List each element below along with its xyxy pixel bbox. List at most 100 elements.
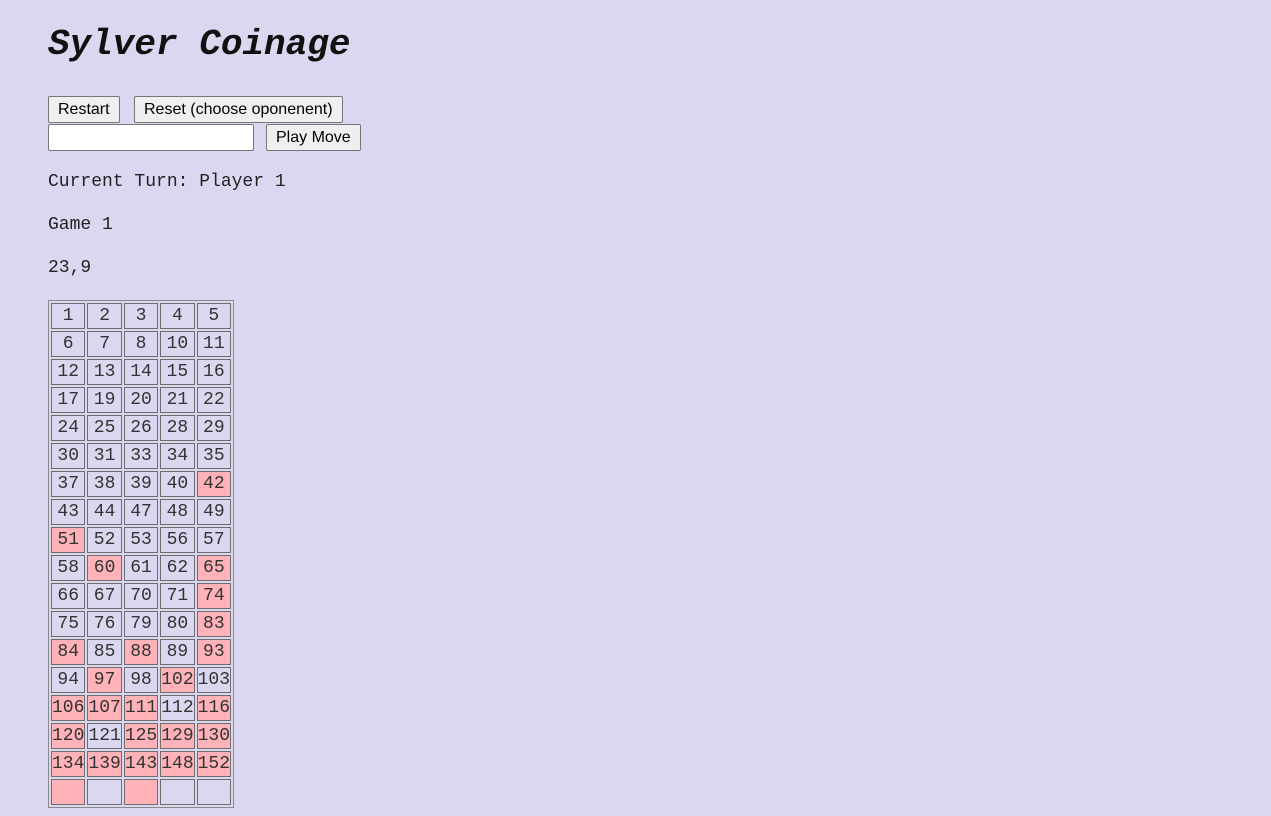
grid-cell[interactable]: 47 [123,499,159,525]
grid-cell[interactable]: 139 [87,751,122,777]
grid-cell[interactable]: 70 [123,583,159,609]
grid-cell[interactable]: 35 [196,443,232,469]
grid-cell[interactable]: 38 [87,471,122,497]
grid-cell[interactable]: 83 [196,611,232,637]
grid-cell[interactable]: 25 [87,415,122,441]
grid-cell[interactable]: 39 [123,471,159,497]
grid-cell[interactable]: 112 [160,695,195,721]
grid-cell[interactable]: 37 [51,471,86,497]
play-move-button[interactable]: Play Move [266,124,361,151]
grid-cell[interactable]: 93 [196,639,232,665]
game-number-text: Game 1 [48,215,113,235]
grid-cell[interactable]: 7 [87,331,122,357]
grid-cell[interactable]: 6 [51,331,86,357]
grid-row: 106 107 111 112 116 [51,695,232,721]
grid-cell[interactable] [160,779,195,805]
grid-cell[interactable]: 143 [123,751,159,777]
grid-cell[interactable]: 11 [196,331,232,357]
grid-cell[interactable]: 120 [51,723,86,749]
grid-cell[interactable]: 43 [51,499,86,525]
grid-cell[interactable]: 106 [51,695,86,721]
grid-cell[interactable]: 10 [160,331,195,357]
grid-row: 75 76 79 80 83 [51,611,232,637]
grid-cell[interactable]: 31 [87,443,122,469]
played-moves-text: 23,9 [48,258,92,278]
grid-cell[interactable]: 111 [123,695,159,721]
grid-cell[interactable]: 58 [51,555,86,581]
grid-cell[interactable]: 75 [51,611,86,637]
grid-cell[interactable]: 19 [87,387,122,413]
grid-cell[interactable]: 8 [123,331,159,357]
grid-cell[interactable]: 26 [123,415,159,441]
grid-cell[interactable]: 71 [160,583,195,609]
grid-cell[interactable]: 116 [196,695,232,721]
grid-cell[interactable]: 66 [51,583,86,609]
grid-cell[interactable]: 15 [160,359,195,385]
grid-cell[interactable]: 152 [196,751,232,777]
grid-cell[interactable]: 61 [123,555,159,581]
reset-button[interactable]: Reset (choose oponenent) [134,96,343,123]
grid-cell[interactable]: 16 [196,359,232,385]
grid-cell[interactable]: 62 [160,555,195,581]
grid-cell[interactable]: 89 [160,639,195,665]
grid-cell[interactable] [196,779,232,805]
grid-cell[interactable]: 24 [51,415,86,441]
grid-cell[interactable]: 52 [87,527,122,553]
grid-cell[interactable]: 65 [196,555,232,581]
grid-cell[interactable]: 57 [196,527,232,553]
grid-cell[interactable]: 33 [123,443,159,469]
grid-cell[interactable]: 134 [51,751,86,777]
grid-cell[interactable]: 12 [51,359,86,385]
grid-row: 84 85 88 89 93 [51,639,232,665]
grid-cell[interactable]: 98 [123,667,159,693]
grid-cell[interactable]: 129 [160,723,195,749]
grid-cell[interactable]: 4 [160,303,195,329]
move-input[interactable] [48,124,254,151]
grid-cell[interactable]: 3 [123,303,159,329]
grid-cell[interactable]: 103 [196,667,232,693]
grid-cell[interactable]: 125 [123,723,159,749]
grid-cell[interactable]: 60 [87,555,122,581]
grid-cell[interactable]: 130 [196,723,232,749]
grid-cell[interactable]: 51 [51,527,86,553]
grid-cell[interactable]: 79 [123,611,159,637]
grid-cell[interactable]: 49 [196,499,232,525]
grid-cell[interactable] [51,779,86,805]
grid-cell[interactable]: 121 [87,723,122,749]
grid-cell[interactable]: 94 [51,667,86,693]
grid-cell[interactable] [87,779,122,805]
grid-cell[interactable]: 85 [87,639,122,665]
grid-cell[interactable]: 17 [51,387,86,413]
grid-cell[interactable] [123,779,159,805]
grid-cell[interactable]: 56 [160,527,195,553]
restart-button[interactable]: Restart [48,96,120,123]
grid-cell[interactable]: 53 [123,527,159,553]
grid-cell[interactable]: 21 [160,387,195,413]
grid-cell[interactable]: 84 [51,639,86,665]
grid-cell[interactable]: 42 [196,471,232,497]
grid-cell[interactable]: 29 [196,415,232,441]
grid-cell[interactable]: 74 [196,583,232,609]
grid-cell[interactable]: 80 [160,611,195,637]
grid-cell[interactable]: 40 [160,471,195,497]
grid-cell[interactable]: 102 [160,667,195,693]
grid-cell[interactable]: 28 [160,415,195,441]
grid-cell[interactable]: 34 [160,443,195,469]
grid-cell[interactable]: 67 [87,583,122,609]
grid-cell[interactable]: 148 [160,751,195,777]
grid-cell[interactable]: 2 [87,303,122,329]
grid-cell[interactable]: 13 [87,359,122,385]
grid-cell[interactable]: 88 [123,639,159,665]
grid-cell[interactable]: 22 [196,387,232,413]
grid-cell[interactable]: 5 [196,303,232,329]
grid-cell[interactable]: 48 [160,499,195,525]
grid-cell[interactable]: 97 [87,667,122,693]
grid-cell[interactable]: 76 [87,611,122,637]
grid-row: 51 52 53 56 57 [51,527,232,553]
grid-cell[interactable]: 30 [51,443,86,469]
grid-cell[interactable]: 14 [123,359,159,385]
grid-cell[interactable]: 107 [87,695,122,721]
grid-cell[interactable]: 44 [87,499,122,525]
grid-cell[interactable]: 1 [51,303,86,329]
grid-cell[interactable]: 20 [123,387,159,413]
